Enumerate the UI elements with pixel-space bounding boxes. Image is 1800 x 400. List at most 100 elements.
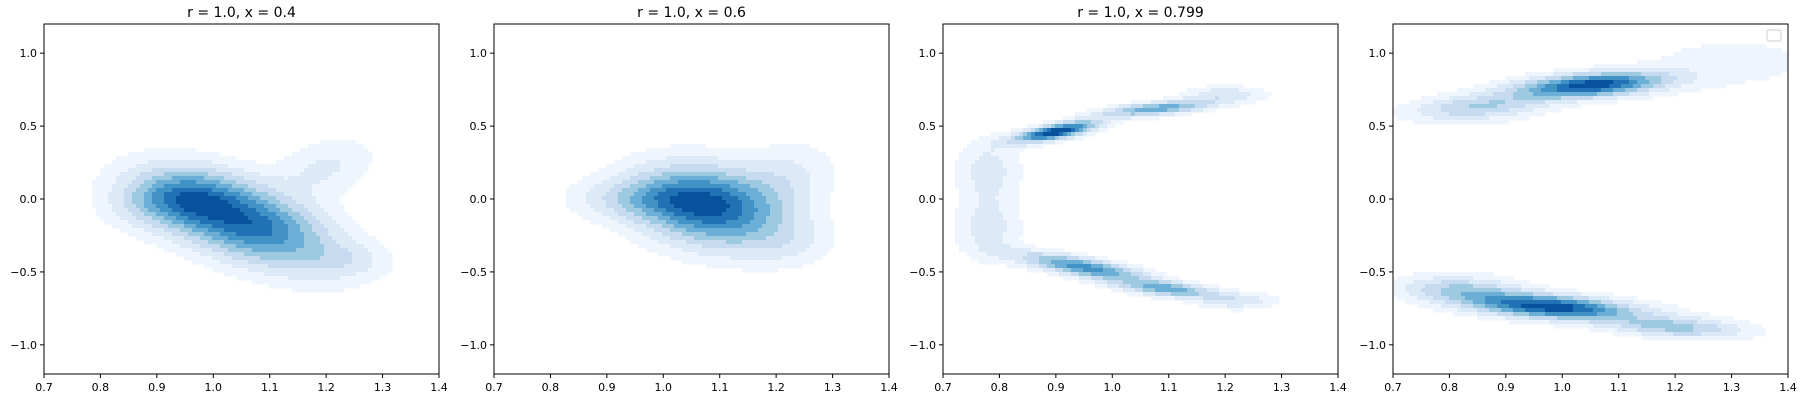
contour-cell xyxy=(1131,284,1136,289)
contour-cell xyxy=(975,256,980,261)
contour-cell xyxy=(959,168,964,173)
contour-cell xyxy=(991,256,996,261)
contour-cell xyxy=(1199,104,1204,109)
contour-cell xyxy=(726,240,731,245)
contour-cell xyxy=(136,180,141,185)
contour-cell xyxy=(1011,136,1016,141)
contour-cell xyxy=(248,184,253,189)
contour-cell xyxy=(738,208,743,213)
contour-cell xyxy=(995,164,1000,169)
contour-cell xyxy=(316,156,321,161)
contour-cell xyxy=(1155,284,1160,289)
contour-cell xyxy=(963,160,968,165)
contour-cell xyxy=(694,192,699,197)
contour-cell xyxy=(794,256,799,261)
contour-cell xyxy=(176,228,181,233)
contour-cell xyxy=(220,220,225,225)
contour-cell xyxy=(1259,92,1264,97)
contour-cell xyxy=(192,168,197,173)
contour-cell xyxy=(654,204,659,209)
contour-cell xyxy=(782,248,787,253)
contour-cell xyxy=(999,180,1004,185)
contour-cell xyxy=(678,232,683,237)
contour-cell xyxy=(284,172,289,177)
contour-cell xyxy=(794,208,799,213)
contour-cell xyxy=(152,204,157,209)
contour-cell xyxy=(738,220,743,225)
contour-cell xyxy=(112,216,117,221)
contour-cell xyxy=(798,212,803,217)
contour-cell xyxy=(128,228,133,233)
contour-cell xyxy=(132,208,137,213)
contour-cell xyxy=(336,272,341,277)
contour-cell xyxy=(156,224,161,229)
contour-cell xyxy=(578,212,583,217)
contour-cell xyxy=(806,148,811,153)
contour-cell xyxy=(778,152,783,157)
contour-cell xyxy=(1027,260,1032,265)
contour-cell xyxy=(304,196,309,201)
contour-cell xyxy=(300,240,305,245)
contour-cell xyxy=(1015,160,1020,165)
contour-cell xyxy=(987,220,992,225)
contour-cell xyxy=(714,212,719,217)
contour-cell xyxy=(276,260,281,265)
contour-cell xyxy=(192,232,197,237)
contour-cell xyxy=(364,276,369,281)
contour-cell xyxy=(152,224,157,229)
contour-cell xyxy=(216,204,221,209)
contour-cell xyxy=(304,248,309,253)
contour-cell xyxy=(694,256,699,261)
contour-cell xyxy=(1179,92,1184,97)
contour-cell xyxy=(216,208,221,213)
contour-cell xyxy=(750,244,755,249)
contour-cell xyxy=(116,168,121,173)
contour-cell xyxy=(614,160,619,165)
contour-cell xyxy=(216,160,221,165)
contour-cell xyxy=(240,228,245,233)
contour-cell xyxy=(248,228,253,233)
contour-cell xyxy=(288,272,293,277)
contour-cell xyxy=(987,236,992,241)
contour-cell xyxy=(1099,108,1104,113)
contour-cell xyxy=(148,168,153,173)
contour-cell xyxy=(666,208,671,213)
contour-cell xyxy=(368,156,373,161)
contour-cell xyxy=(654,200,659,205)
contour-cell xyxy=(160,160,165,165)
contour-cell xyxy=(364,164,369,169)
contour-cell xyxy=(1195,104,1200,109)
contour-cell xyxy=(224,272,229,277)
contour-cell xyxy=(1083,128,1088,133)
contour-cell xyxy=(112,192,117,197)
contour-cell xyxy=(1075,120,1080,125)
contour-cell xyxy=(304,164,309,169)
contour-cell xyxy=(288,188,293,193)
contour-cell xyxy=(356,244,361,249)
contour-cell xyxy=(826,196,831,201)
contour-cell xyxy=(332,168,337,173)
contour-cell xyxy=(750,180,755,185)
contour-cell xyxy=(991,216,996,221)
contour-cell xyxy=(232,180,237,185)
contour-cell xyxy=(348,248,353,253)
y-tick-label: 0.5 xyxy=(20,120,38,133)
contour-cell xyxy=(252,212,257,217)
contour-cell xyxy=(264,180,269,185)
contour-cell xyxy=(810,216,815,221)
contour-cell xyxy=(674,176,679,181)
contour-cell xyxy=(140,188,145,193)
contour-cell xyxy=(104,180,109,185)
contour-cell xyxy=(710,256,715,261)
contour-cell xyxy=(1035,248,1040,253)
contour-cell xyxy=(324,220,329,225)
contour-cell xyxy=(236,232,241,237)
contour-cell xyxy=(762,204,767,209)
contour-cell xyxy=(204,180,209,185)
contour-cell xyxy=(256,184,261,189)
contour-cell xyxy=(1019,244,1024,249)
contour-cell xyxy=(971,224,976,229)
contour-cell xyxy=(722,236,727,241)
contour-cell xyxy=(586,188,591,193)
contour-cell xyxy=(308,260,313,265)
